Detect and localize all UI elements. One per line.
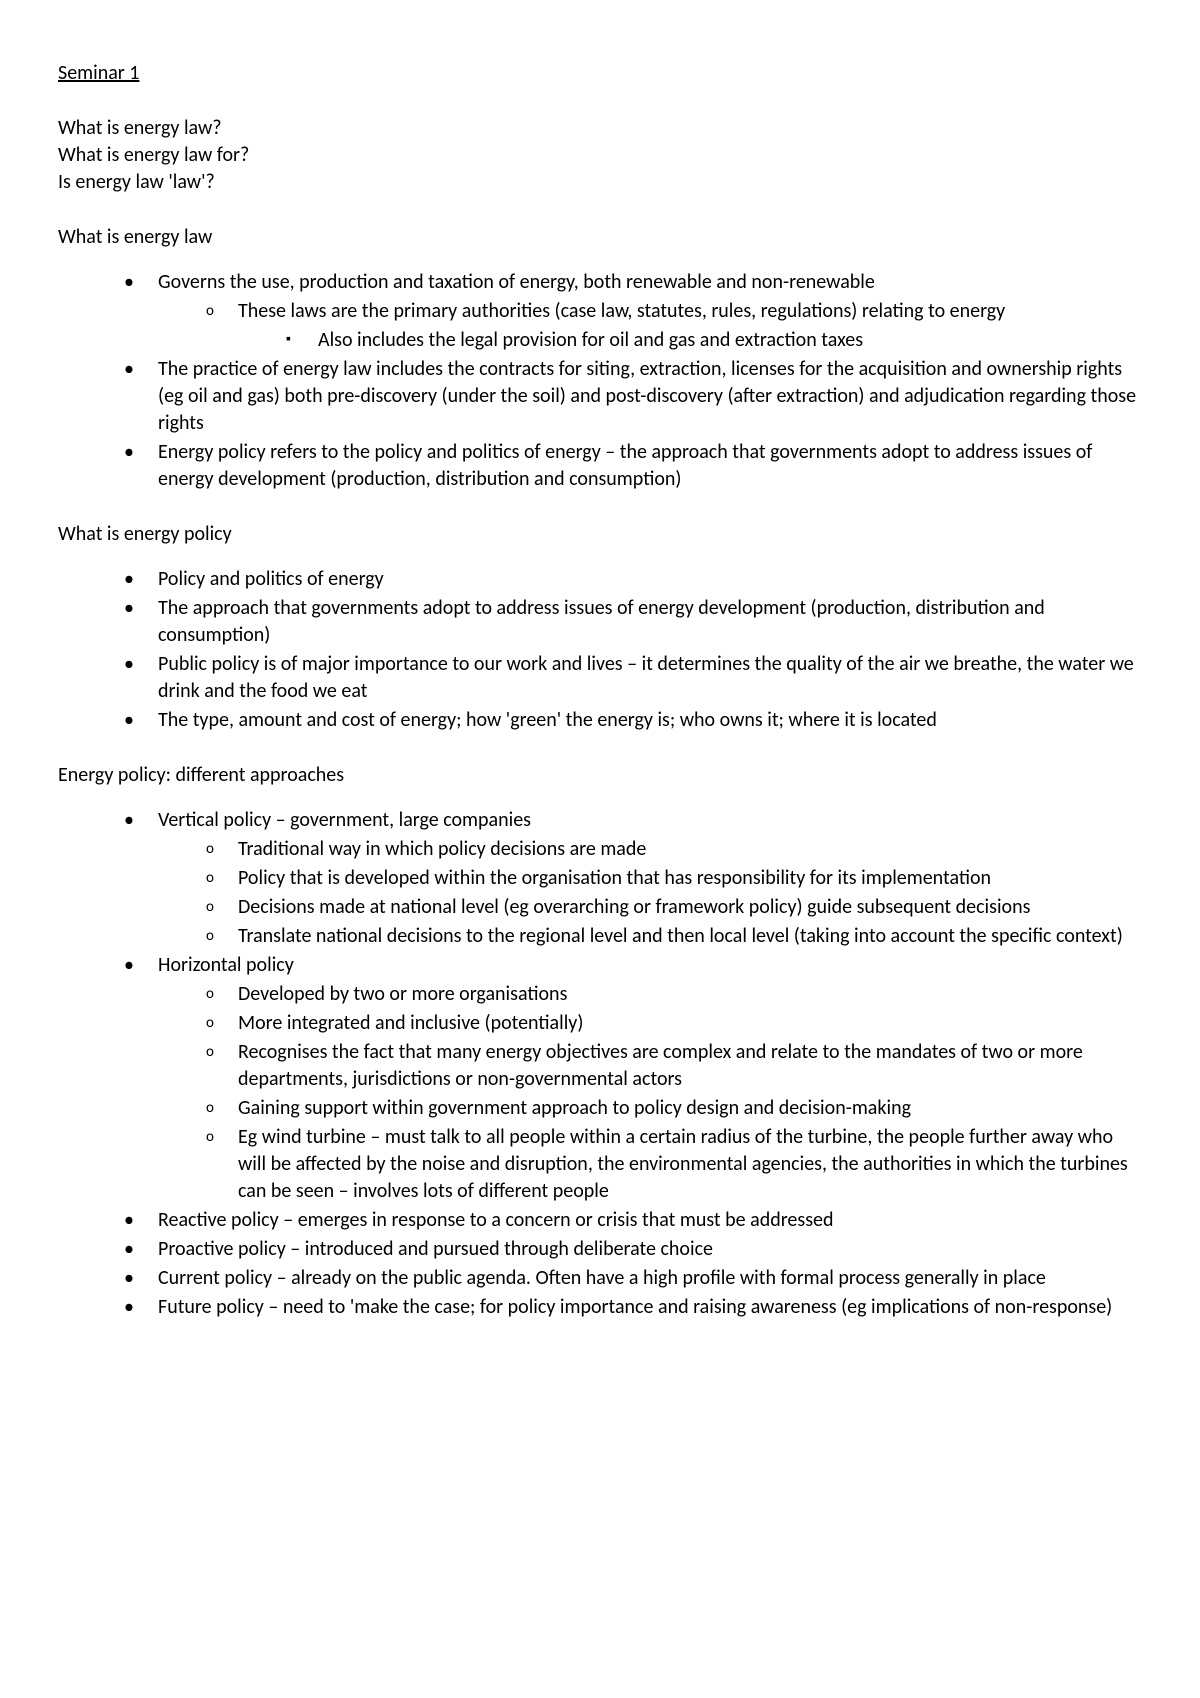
list-item: The type, amount and cost of energy; how… xyxy=(124,707,1142,734)
list-text: Governs the use, production and taxation… xyxy=(158,270,875,294)
list-item: Vertical policy – government, large comp… xyxy=(124,807,1142,950)
list-text: Current policy – already on the public a… xyxy=(158,1266,1046,1290)
bullet-list: Governs the use, production and taxation… xyxy=(58,269,1142,493)
intro-questions: What is energy law? What is energy law f… xyxy=(58,115,1142,196)
list-text: The approach that governments adopt to a… xyxy=(158,596,1045,647)
list-text: The type, amount and cost of energy; how… xyxy=(158,708,937,732)
list-text: These laws are the primary authorities (… xyxy=(238,299,1005,323)
list-item: Gaining support within government approa… xyxy=(206,1095,1142,1122)
sub-list: Developed by two or more organisations M… xyxy=(158,981,1142,1205)
list-item: Translate national decisions to the regi… xyxy=(206,923,1142,950)
intro-line: Is energy law 'law'? xyxy=(58,169,1142,196)
sub-sub-list: Also includes the legal provision for oi… xyxy=(238,327,1142,354)
list-text: The practice of energy law includes the … xyxy=(158,357,1136,435)
list-text: Vertical policy – government, large comp… xyxy=(158,808,531,832)
list-item: Also includes the legal provision for oi… xyxy=(286,327,1142,354)
list-text: Traditional way in which policy decision… xyxy=(238,837,646,861)
list-item: These laws are the primary authorities (… xyxy=(206,298,1142,354)
sub-list: Traditional way in which policy decision… xyxy=(158,836,1142,950)
list-text: Gaining support within government approa… xyxy=(238,1096,911,1120)
bullet-list: Policy and politics of energy The approa… xyxy=(58,566,1142,734)
list-item: Reactive policy – emerges in response to… xyxy=(124,1207,1142,1234)
list-item: The practice of energy law includes the … xyxy=(124,356,1142,437)
bullet-list: Vertical policy – government, large comp… xyxy=(58,807,1142,1321)
sub-list: These laws are the primary authorities (… xyxy=(158,298,1142,354)
list-item: More integrated and inclusive (potential… xyxy=(206,1010,1142,1037)
list-item: Energy policy refers to the policy and p… xyxy=(124,439,1142,493)
list-text: Decisions made at national level (eg ove… xyxy=(238,895,1030,919)
list-text: Public policy is of major importance to … xyxy=(158,652,1134,703)
list-text: Policy that is developed within the orga… xyxy=(238,866,991,890)
list-item: The approach that governments adopt to a… xyxy=(124,595,1142,649)
section-heading: What is energy policy xyxy=(58,521,1142,548)
section-heading: What is energy law xyxy=(58,224,1142,251)
intro-line: What is energy law? xyxy=(58,115,1142,142)
list-item: Recognises the fact that many energy obj… xyxy=(206,1039,1142,1093)
list-item: Horizontal policy Developed by two or mo… xyxy=(124,952,1142,1205)
list-item: Future policy – need to 'make the case; … xyxy=(124,1294,1142,1321)
list-item: Public policy is of major importance to … xyxy=(124,651,1142,705)
intro-line: What is energy law for? xyxy=(58,142,1142,169)
list-item: Current policy – already on the public a… xyxy=(124,1265,1142,1292)
list-text: Policy and politics of energy xyxy=(158,567,384,591)
list-text: Proactive policy – introduced and pursue… xyxy=(158,1237,713,1261)
list-text: Eg wind turbine – must talk to all peopl… xyxy=(238,1125,1128,1203)
list-text: Energy policy refers to the policy and p… xyxy=(158,440,1092,491)
list-item: Decisions made at national level (eg ove… xyxy=(206,894,1142,921)
list-text: Reactive policy – emerges in response to… xyxy=(158,1208,834,1232)
list-text: Developed by two or more organisations xyxy=(238,982,567,1006)
list-text: Also includes the legal provision for oi… xyxy=(318,328,863,352)
list-text: Future policy – need to 'make the case; … xyxy=(158,1295,1112,1319)
list-text: Translate national decisions to the regi… xyxy=(238,924,1123,948)
list-item: Policy and politics of energy xyxy=(124,566,1142,593)
list-item: Eg wind turbine – must talk to all peopl… xyxy=(206,1124,1142,1205)
list-text: More integrated and inclusive (potential… xyxy=(238,1011,583,1035)
list-item: Developed by two or more organisations xyxy=(206,981,1142,1008)
list-text: Horizontal policy xyxy=(158,953,294,977)
section-heading: Energy policy: different approaches xyxy=(58,762,1142,789)
list-text: Recognises the fact that many energy obj… xyxy=(238,1040,1083,1091)
list-item: Policy that is developed within the orga… xyxy=(206,865,1142,892)
page-title: Seminar 1 xyxy=(58,60,1142,87)
list-item: Governs the use, production and taxation… xyxy=(124,269,1142,354)
list-item: Traditional way in which policy decision… xyxy=(206,836,1142,863)
list-item: Proactive policy – introduced and pursue… xyxy=(124,1236,1142,1263)
